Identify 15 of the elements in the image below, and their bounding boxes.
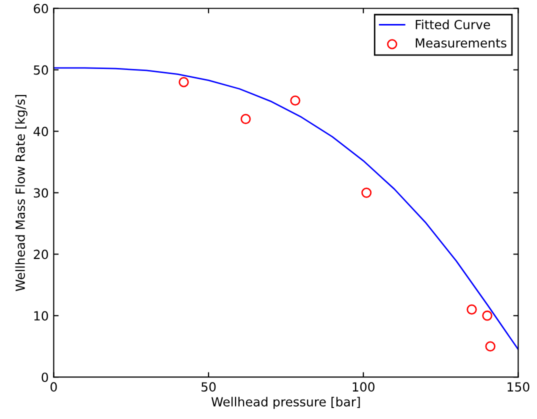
y-tick-label: 30 (34, 188, 48, 198)
x-tick-label: 0 (50, 382, 57, 392)
x-axis-title: Wellhead pressure [bar] (211, 396, 360, 409)
y-axis-title: Wellhead Mass Flow Rate [kg/s] (15, 94, 28, 292)
legend-label: Measurements (416, 38, 506, 48)
y-tick-label: 60 (34, 4, 48, 14)
y-tick-label: 0 (42, 372, 48, 382)
x-tick-label: 100 (352, 382, 374, 392)
y-tick-label: 10 (34, 311, 48, 321)
x-tick-label: 150 (508, 382, 530, 392)
y-tick-label: 40 (34, 126, 48, 136)
legend-label: Fitted Curve (416, 20, 490, 30)
y-tick-label: 50 (34, 65, 48, 75)
y-tick-label: 20 (34, 250, 48, 260)
x-tick-label: 50 (202, 382, 216, 392)
